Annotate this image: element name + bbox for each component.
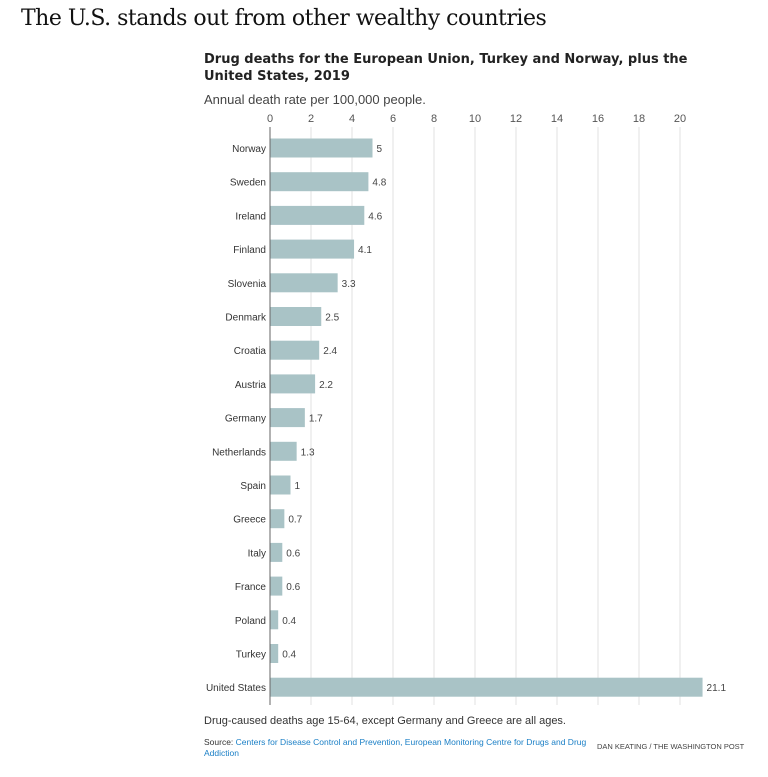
bar xyxy=(270,138,373,158)
chart-title: Drug deaths for the European Union, Turk… xyxy=(204,52,688,84)
category-label: Austria xyxy=(235,380,267,391)
source-link[interactable]: Centers for Disease Control and Preventi… xyxy=(204,737,587,758)
value-label: 1.3 xyxy=(301,447,315,458)
bar xyxy=(270,307,322,326)
category-label: Croatia xyxy=(234,346,267,357)
category-label: Ireland xyxy=(235,211,266,222)
category-label: Sweden xyxy=(230,178,266,189)
bar-chart: 0 2 4 6 8 10 12 14 16 18 20 Norway 5 Sweden 4.8 Ireland… xyxy=(206,113,727,705)
footnote: Drug-caused deaths age 15-64, except Ger… xyxy=(204,715,566,727)
bar xyxy=(270,172,369,192)
bar xyxy=(270,542,283,562)
value-label: 0.6 xyxy=(286,582,300,593)
bar xyxy=(270,374,316,394)
bar xyxy=(270,408,305,428)
category-label: United States xyxy=(206,683,266,694)
category-label: Greece xyxy=(233,515,266,526)
value-label: 2.5 xyxy=(325,313,339,324)
x-tick-label: 20 xyxy=(674,113,686,125)
value-label: 2.4 xyxy=(323,346,337,357)
x-tick-label: 16 xyxy=(592,113,604,125)
headline: The U.S. stands out from other wealthy c… xyxy=(21,6,547,31)
bar xyxy=(270,340,320,360)
source-label: Source: xyxy=(204,737,236,747)
bar xyxy=(270,239,355,259)
bar xyxy=(270,273,338,293)
bar xyxy=(270,441,297,461)
value-label: 21.1 xyxy=(707,683,727,694)
category-label: Poland xyxy=(235,616,266,627)
value-label: 2.2 xyxy=(319,380,333,391)
category-label: Norway xyxy=(232,144,266,155)
x-tick-label: 14 xyxy=(551,113,563,125)
bar xyxy=(270,677,703,697)
value-label: 4.6 xyxy=(368,211,382,222)
bar xyxy=(270,475,291,495)
x-tick-label: 18 xyxy=(633,113,645,125)
credit-line: DAN KEATING / THE WASHINGTON POST xyxy=(597,742,745,751)
value-label: 1.7 xyxy=(309,414,323,425)
bar xyxy=(270,576,283,596)
x-tick-label: 10 xyxy=(469,113,481,125)
x-tick-label: 12 xyxy=(510,113,522,125)
value-label: 5 xyxy=(377,144,383,155)
value-label: 4.8 xyxy=(372,178,386,189)
category-label: Italy xyxy=(248,548,266,559)
x-tick-label: 8 xyxy=(431,113,437,125)
source-note: Source: Centers for Disease Control and … xyxy=(204,737,594,759)
value-label: 0.6 xyxy=(286,548,300,559)
bar xyxy=(270,644,279,663)
value-label: 0.7 xyxy=(288,515,302,526)
category-label: Netherlands xyxy=(212,447,266,458)
value-label: 1 xyxy=(295,481,301,492)
bar xyxy=(270,205,365,225)
category-label: Spain xyxy=(240,481,266,492)
value-label: 3.3 xyxy=(342,279,356,290)
category-label: Germany xyxy=(225,414,266,425)
category-label: Turkey xyxy=(236,650,266,661)
value-label: 0.4 xyxy=(282,650,296,661)
x-tick-label: 4 xyxy=(349,113,355,125)
bar xyxy=(270,610,279,630)
x-tick-label: 0 xyxy=(267,113,273,125)
x-tick-label: 2 xyxy=(308,113,314,125)
value-label: 4.1 xyxy=(358,245,372,256)
category-label: Slovenia xyxy=(228,279,267,290)
value-label: 0.4 xyxy=(282,616,296,627)
category-label: Denmark xyxy=(225,313,267,324)
category-label: Finland xyxy=(233,245,266,256)
bar xyxy=(270,509,285,529)
chart-subtitle: Annual death rate per 100,000 people. xyxy=(204,92,426,107)
category-label: France xyxy=(235,582,267,593)
x-tick-label: 6 xyxy=(390,113,396,125)
